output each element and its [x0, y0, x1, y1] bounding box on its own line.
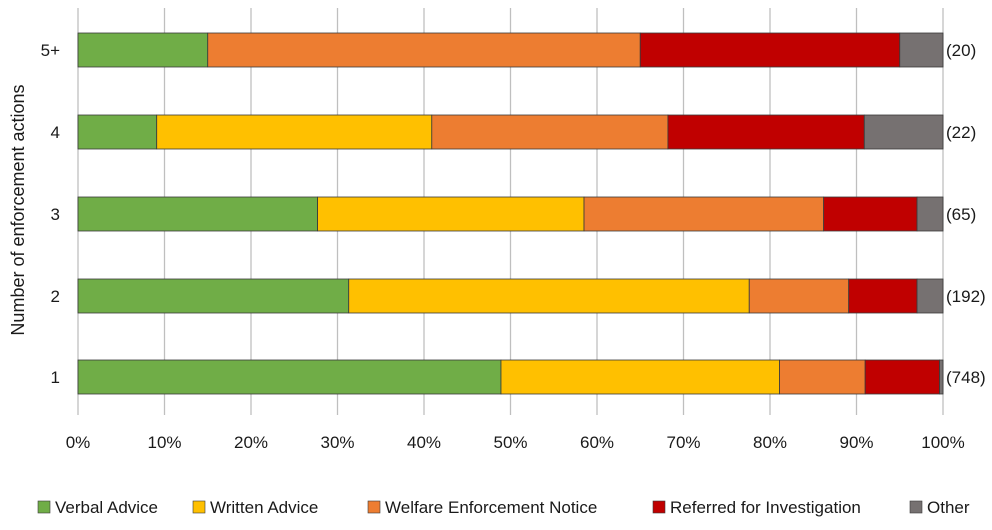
axes: 0% 10% 20% 30% 40% 50% 60% 70% 80% 90% 100% 1 (748) 2…: [41, 41, 986, 452]
x-tick-label: 30%: [320, 433, 354, 452]
y-tick-label: 1: [51, 368, 60, 387]
bar-segment: [500, 359, 780, 395]
bar-segment: [317, 196, 585, 232]
bar-segment: [431, 114, 669, 150]
x-tick-label: 50%: [493, 433, 527, 452]
y-tick-label: 5+: [41, 41, 60, 60]
bar-segment: [916, 278, 944, 314]
legend-swatch: [652, 500, 666, 514]
bar-segment: [848, 278, 918, 314]
x-tick-label: 100%: [921, 433, 964, 452]
legend-label: Welfare Enforcement Notice: [385, 498, 597, 517]
bar-segment: [156, 114, 433, 150]
bar-segment: [639, 32, 901, 68]
bar-segment: [77, 359, 502, 395]
bar-segment: [899, 32, 944, 68]
legend-swatch: [909, 500, 923, 514]
legend-swatch: [367, 500, 381, 514]
y-tick-label: 3: [51, 205, 60, 224]
bar-segment: [77, 114, 158, 150]
bar-segment: [823, 196, 918, 232]
legend-label: Referred for Investigation: [670, 498, 861, 517]
bar-segment: [864, 359, 940, 395]
bar-segment: [77, 278, 350, 314]
bar-segment: [77, 32, 209, 68]
bar-segment: [667, 114, 865, 150]
x-tick-label: 40%: [407, 433, 441, 452]
x-tick-label: 10%: [147, 433, 181, 452]
bar-segment: [779, 359, 866, 395]
legend-label: Other: [927, 498, 970, 517]
count-label: (65): [946, 205, 976, 224]
x-tick-label: 60%: [580, 433, 614, 452]
bar-segment: [748, 278, 850, 314]
y-tick-label: 2: [51, 287, 60, 306]
x-tick-label: 80%: [753, 433, 787, 452]
count-label: (748): [946, 368, 986, 387]
bar-segment: [939, 359, 944, 395]
y-axis-label: Number of enforcement actions: [8, 84, 28, 335]
bar-segment: [348, 278, 750, 314]
legend: Verbal Advice Written Advice Welfare Enfor…: [37, 498, 970, 517]
bar-segment: [207, 32, 641, 68]
x-tick-label: 20%: [234, 433, 268, 452]
legend-swatch: [192, 500, 206, 514]
count-label: (20): [946, 41, 976, 60]
bar-segment: [916, 196, 944, 232]
bar-segment: [583, 196, 825, 232]
bar-segment: [77, 196, 319, 232]
legend-label: Verbal Advice: [55, 498, 158, 517]
count-label: (192): [946, 287, 986, 306]
legend-swatch: [37, 500, 51, 514]
x-tick-label: 90%: [839, 433, 873, 452]
y-tick-label: 4: [51, 123, 60, 142]
count-label: (22): [946, 123, 976, 142]
x-tick-label: 0%: [66, 433, 91, 452]
bar-segment: [863, 114, 944, 150]
x-tick-label: 70%: [666, 433, 700, 452]
legend-label: Written Advice: [210, 498, 318, 517]
bars: [77, 32, 944, 395]
